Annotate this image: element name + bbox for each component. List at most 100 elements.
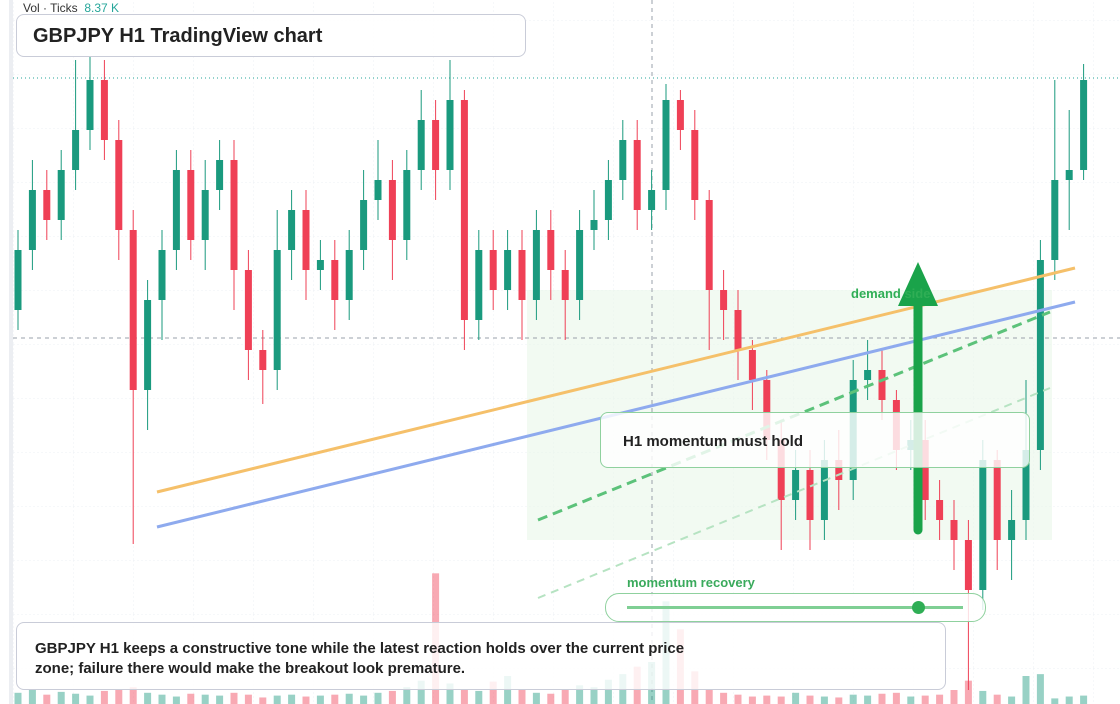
callout: H1 momentum must hold [600, 412, 1030, 468]
candle-body [734, 310, 742, 350]
summary: GBPJPY H1 keeps a constructive tone whil… [35, 640, 685, 677]
legend: Vol · Ticks 8.37 K [23, 1, 119, 15]
candle-body [331, 260, 339, 300]
candle-body [144, 300, 152, 390]
volume-bar [403, 687, 411, 704]
candle-body [547, 230, 555, 270]
candle-body [806, 470, 814, 520]
legend-value: 8.37 K [84, 1, 120, 15]
volume-bar [1080, 695, 1088, 704]
volume-bar [129, 687, 137, 704]
volume-bar [806, 695, 814, 704]
volume-bar [230, 692, 238, 704]
candle-body [964, 540, 972, 590]
title: GBPJPY H1 TradingView chart [33, 25, 323, 47]
candle-body [273, 250, 281, 370]
slider-thumb[interactable] [912, 601, 925, 614]
candle-body [1008, 520, 1016, 540]
callout-text: H1 momentum must hold [623, 433, 804, 450]
volume-bar [360, 695, 368, 704]
volume-bar [446, 683, 454, 704]
candle-body [417, 120, 425, 170]
volume-bar [820, 696, 828, 704]
candle-body [388, 180, 396, 240]
volume-bar [864, 695, 872, 704]
candle-body [619, 140, 627, 180]
volume-bar [849, 694, 857, 704]
candle-body [518, 250, 526, 300]
edge [9, 0, 13, 704]
volume-bar [144, 692, 152, 704]
candle-body [403, 170, 411, 240]
candle-body [1051, 180, 1059, 260]
candle-body [705, 200, 713, 290]
volume-bar [792, 692, 800, 704]
candle-body [432, 120, 440, 170]
candle-body [777, 440, 785, 500]
candle-body [763, 380, 771, 440]
volume-bar [86, 695, 94, 704]
volume-bar [14, 692, 22, 704]
volume-bar [590, 687, 598, 704]
candle-body [187, 170, 195, 240]
volume-bar [244, 694, 252, 704]
summary-box: GBPJPY H1 keeps a constructive tone whil… [16, 622, 946, 690]
volume-bar [907, 696, 915, 704]
candle-body [676, 100, 684, 130]
candle-body [360, 200, 368, 250]
candle-body [691, 130, 699, 200]
volume-bar [979, 690, 987, 704]
candle-body [820, 460, 828, 520]
candle-body [633, 140, 641, 210]
candle-body [86, 80, 94, 130]
candle-body [1080, 80, 1088, 170]
volume-bar [331, 694, 339, 704]
candle-body [43, 190, 51, 220]
volume-bar [1022, 676, 1030, 704]
candle-body [950, 520, 958, 540]
volume-bar [302, 696, 310, 704]
volume-bar [187, 693, 195, 704]
volume-bar [532, 692, 540, 704]
candle-body [1022, 450, 1030, 520]
candle-body [345, 250, 353, 300]
volume-bar [1051, 698, 1059, 704]
candle-body [792, 470, 800, 500]
volume-bar [475, 690, 483, 704]
volume-bar [1008, 696, 1016, 704]
volume-bar [547, 693, 555, 704]
candle-body [532, 230, 540, 300]
candle-body [979, 460, 987, 590]
candle-body [648, 190, 656, 210]
candle-body [244, 270, 252, 350]
candle-body [288, 210, 296, 250]
arrow-head [898, 262, 938, 306]
candle-body [720, 290, 728, 310]
candle-body [590, 220, 598, 230]
candle-body [14, 250, 22, 310]
volume-bar [993, 694, 1001, 704]
candle-body [1065, 170, 1073, 180]
volume-bar [777, 696, 785, 704]
candle-body [489, 250, 497, 290]
volume-bar [489, 681, 497, 704]
candle-body [259, 350, 267, 370]
volume-bar [921, 695, 929, 704]
volume-bar [734, 694, 742, 704]
volume-bar [201, 694, 209, 704]
volume-bar [259, 697, 267, 704]
volume-bar [72, 693, 80, 704]
slider[interactable] [605, 593, 986, 622]
volume-bar [720, 692, 728, 704]
volume-bar [216, 695, 224, 704]
candle-body [504, 250, 512, 290]
candle-body [475, 250, 483, 320]
volume-bar [748, 696, 756, 704]
candle-body [864, 370, 872, 380]
volume-bar [288, 694, 296, 704]
volume-bar [835, 697, 843, 704]
candle-body [460, 100, 468, 320]
volume-bar [388, 690, 396, 704]
volume-bar [936, 694, 944, 704]
